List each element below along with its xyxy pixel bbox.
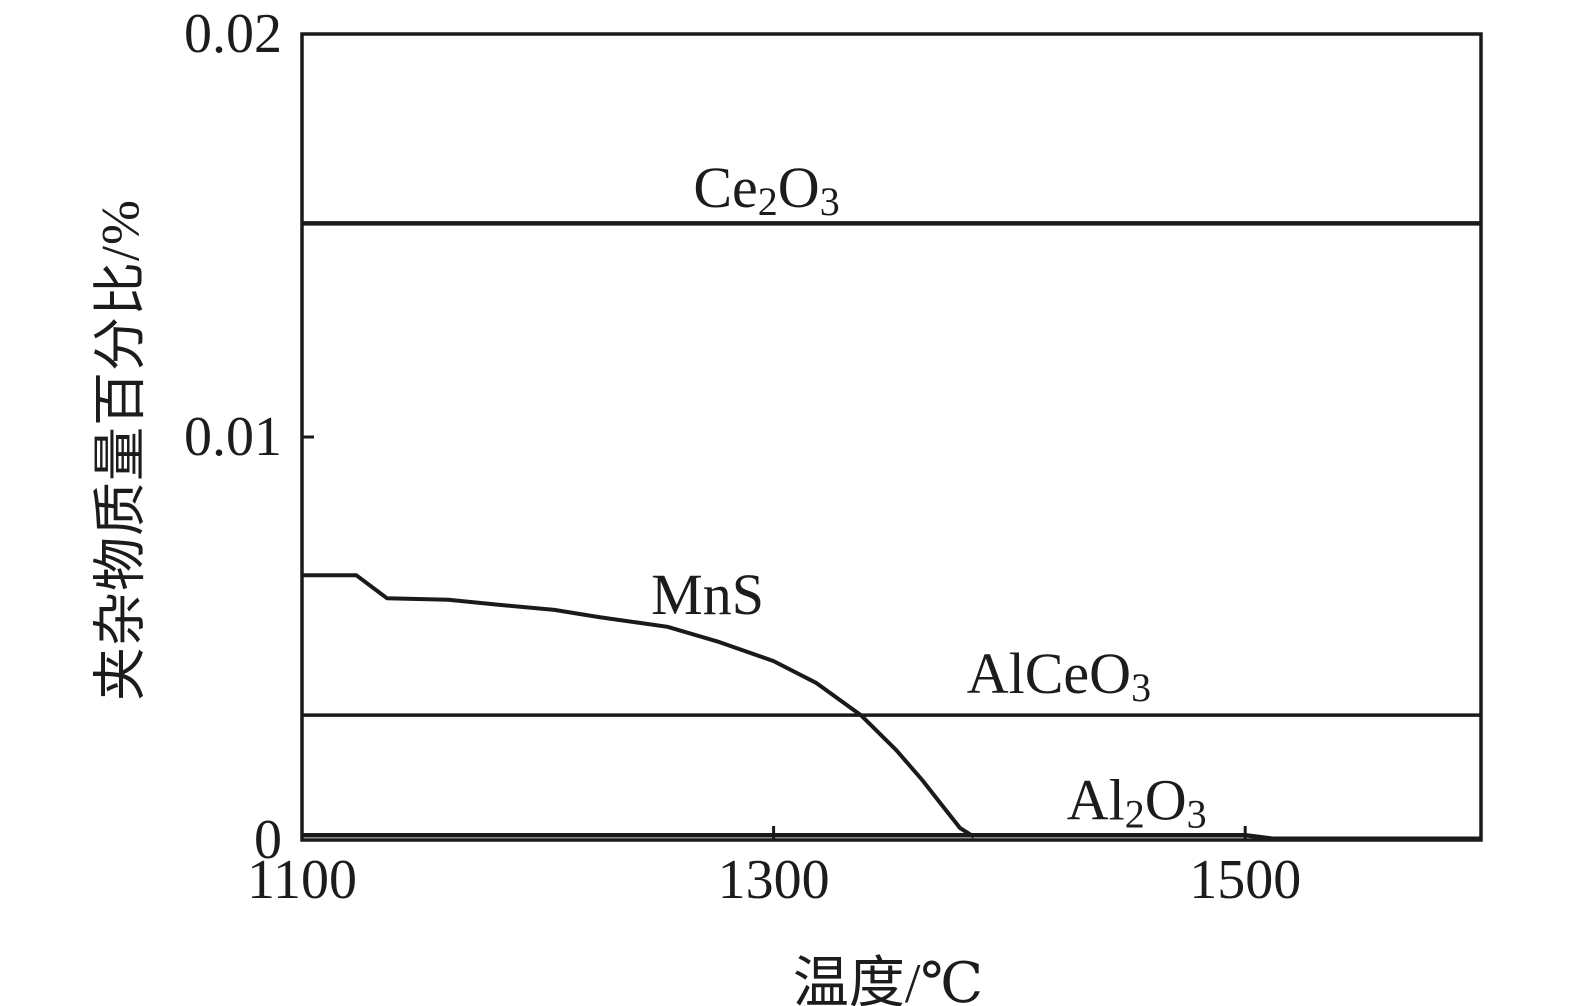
plot-frame	[300, 32, 1483, 842]
x-tick-label: 1100	[247, 849, 357, 911]
x-axis-label: 温度/℃	[792, 953, 984, 1006]
series-line-MnS	[302, 573, 976, 839]
series-line-Al2O3	[302, 832, 1481, 842]
y-tick-label: 0.02	[184, 3, 282, 65]
series-label-Ce2O3: Ce2O3	[693, 155, 839, 224]
series-label-MnS: MnS	[651, 562, 764, 627]
series-label-AlCeO3: AlCeO3	[967, 640, 1151, 709]
y-tick-label: 0.01	[184, 406, 282, 468]
y-tick-label: 0	[254, 809, 282, 871]
y-axis-label: 夹杂物质量百分比/%	[90, 199, 151, 701]
series-label-Al2O3: Al2O3	[1067, 767, 1207, 836]
x-tick-label: 1500	[1189, 849, 1301, 911]
x-tick-label: 1300	[718, 849, 830, 911]
